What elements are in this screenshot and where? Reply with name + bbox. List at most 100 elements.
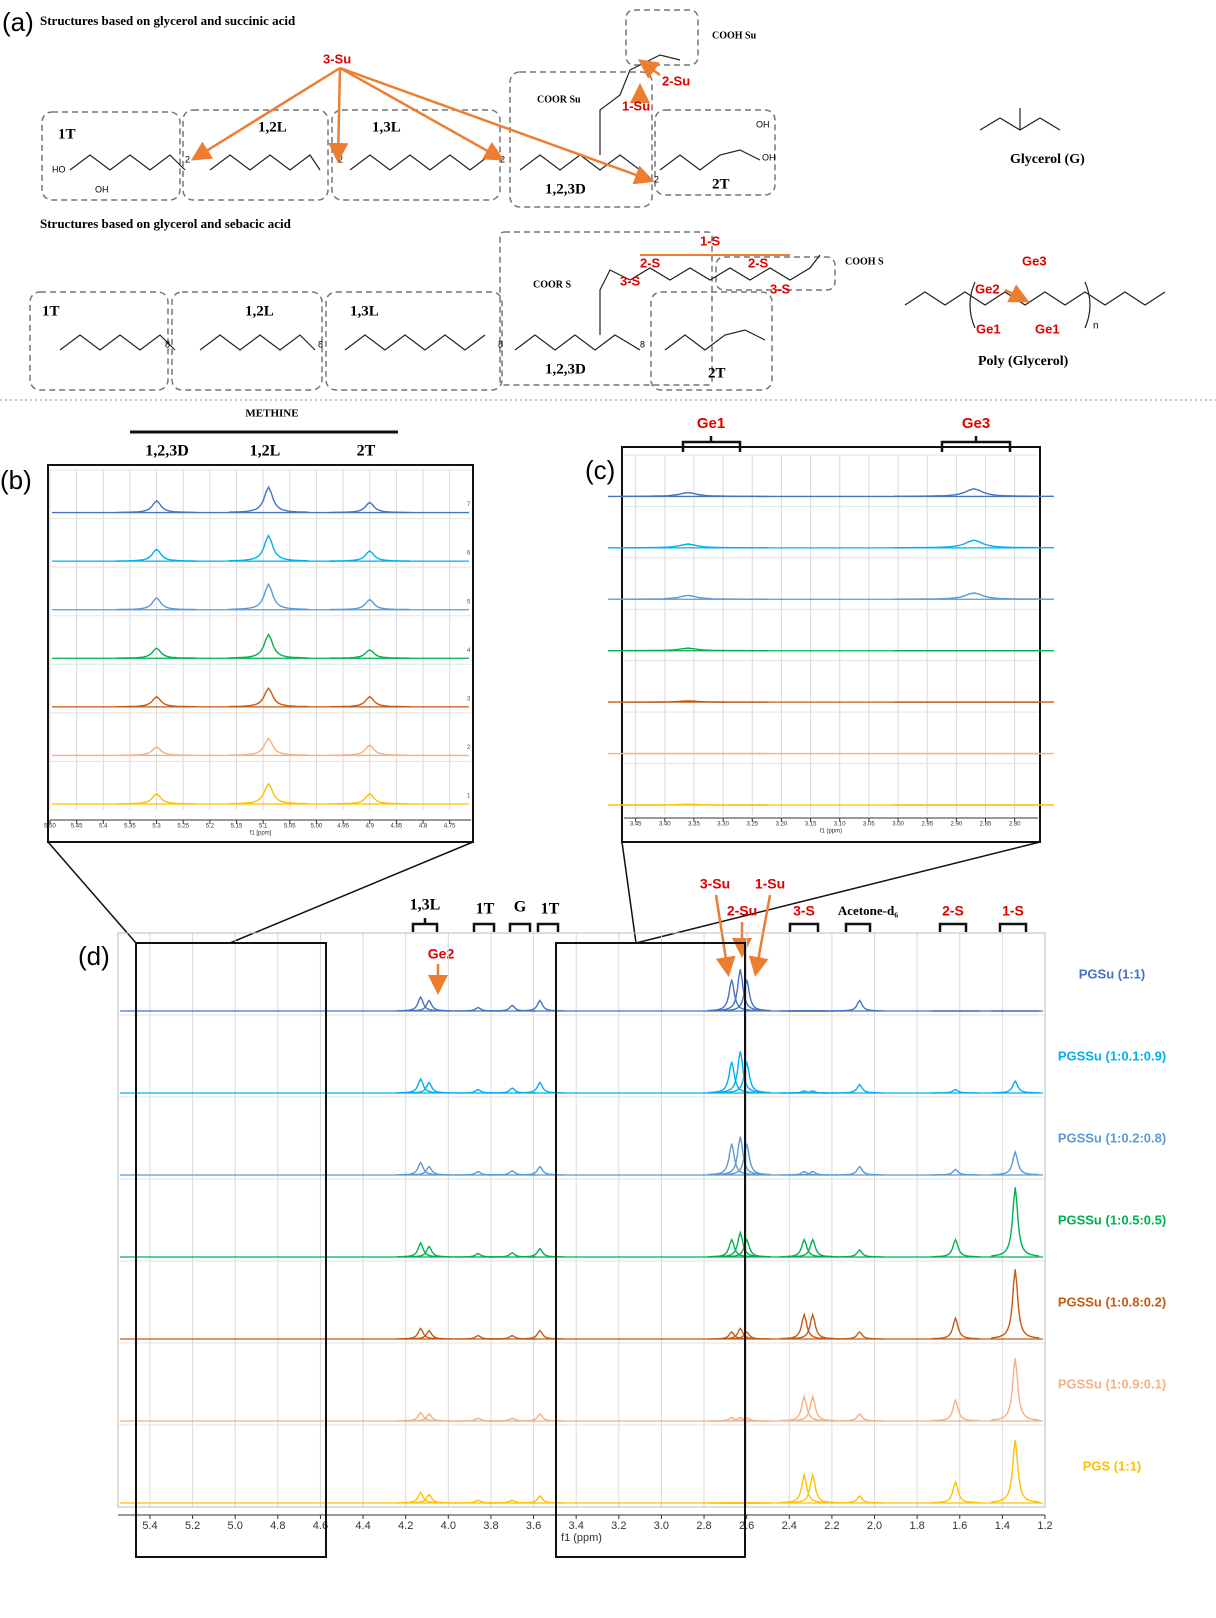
peak xyxy=(991,1149,1040,1176)
x-tick-label: 5.3 xyxy=(152,824,161,830)
x-tick-label: 5.50 xyxy=(44,824,56,830)
molecule-name: Glycerol (G) xyxy=(1010,152,1085,167)
chain xyxy=(664,329,766,351)
peak xyxy=(931,1237,980,1258)
segment-label: 2T xyxy=(712,176,730,192)
peak xyxy=(405,999,454,1012)
segment-box xyxy=(509,71,653,208)
segment-label: 2T xyxy=(708,365,726,381)
row-label: 7 xyxy=(467,502,471,508)
x-tick-label: 3.45 xyxy=(630,822,642,828)
peak xyxy=(835,1083,884,1094)
x-tick-label: 1.2 xyxy=(1037,1520,1052,1532)
chain xyxy=(199,334,316,351)
peak xyxy=(329,792,410,805)
x-tick-label: 3.35 xyxy=(688,822,700,828)
zoom-line xyxy=(635,841,1041,944)
x-tick-label: 4.85 xyxy=(391,824,403,830)
zoom-box xyxy=(135,942,327,1558)
peak xyxy=(707,979,756,1012)
assignment-label: 1-S xyxy=(700,233,721,248)
x-tick-label: 5.1 xyxy=(259,824,268,830)
x-tick-label: 3.10 xyxy=(834,822,846,828)
peak xyxy=(228,534,309,562)
peak xyxy=(396,1327,445,1340)
subscript: n xyxy=(1093,321,1099,332)
x-tick-label: 2.90 xyxy=(951,822,963,828)
x-tick-label: 2.0 xyxy=(867,1520,882,1532)
peak xyxy=(405,1165,454,1176)
panel-frame xyxy=(621,446,1041,843)
assignment-label: Ge2 xyxy=(975,281,1000,296)
x-tick-label: 5.00 xyxy=(311,824,323,830)
row-label: 1 xyxy=(467,794,471,800)
group-label: COOR Su xyxy=(537,94,581,105)
peak-label: 1,2L xyxy=(250,443,281,460)
peak xyxy=(228,485,309,513)
peak xyxy=(608,543,769,549)
series-label: PGSSu (1:0.1:0.9) xyxy=(1058,1048,1166,1063)
segment-label: 1T xyxy=(58,126,76,142)
group-label: COOR S xyxy=(533,279,572,290)
x-tick-label: 2.85 xyxy=(980,822,992,828)
peak-label: 2-S xyxy=(942,903,964,919)
x-tick-label: 3.05 xyxy=(863,822,875,828)
subscript: 2 xyxy=(500,154,505,164)
peak-label: 1T xyxy=(476,901,495,918)
peak-label: 2-Su xyxy=(727,903,757,919)
x-tick-label: 5.4 xyxy=(142,1520,157,1532)
x-tick-label: 3.8 xyxy=(483,1520,498,1532)
brace xyxy=(411,918,439,932)
assignment-label: Ge3 xyxy=(1022,253,1047,268)
peak xyxy=(405,1081,454,1094)
peak-label: 2T xyxy=(357,443,376,460)
peak xyxy=(329,598,410,611)
brace xyxy=(940,436,1012,452)
chain xyxy=(519,154,641,171)
subscript: 8 xyxy=(640,339,645,349)
segment-label: 1,2,3D xyxy=(545,181,586,197)
assignment-label: 2-S xyxy=(640,255,661,270)
pointer xyxy=(190,66,341,161)
peak xyxy=(780,1394,829,1422)
peak xyxy=(722,979,771,1012)
series-label: PGSu (1:1) xyxy=(1079,966,1145,981)
peak xyxy=(893,487,1054,497)
segment-label: 1,3L xyxy=(372,119,401,135)
zoom-line xyxy=(621,841,637,944)
segment-box xyxy=(654,109,776,196)
assignment-label: Ge1 xyxy=(976,321,1001,336)
group-title: METHINE xyxy=(245,408,298,420)
pointer xyxy=(1004,284,1030,303)
x-tick-label: 3.0 xyxy=(654,1520,669,1532)
subscript: 8 xyxy=(165,339,170,349)
peak xyxy=(788,1237,837,1258)
peak xyxy=(835,1331,884,1340)
x-tick-label: 3.15 xyxy=(805,822,817,828)
peak xyxy=(228,582,309,610)
x-tick-label: 3.00 xyxy=(892,822,904,828)
peak xyxy=(116,695,197,708)
peak xyxy=(228,737,309,756)
peak-label: Acetone-d₆ xyxy=(838,903,898,918)
peak xyxy=(893,592,1054,600)
peak-label: 1T xyxy=(541,901,560,918)
peak xyxy=(991,1079,1040,1094)
peak xyxy=(608,491,769,498)
segment-box xyxy=(715,256,836,291)
x-tick-label: 4.6 xyxy=(313,1520,328,1532)
peak xyxy=(405,1413,454,1422)
peak-label: 3-S xyxy=(793,903,815,919)
x-tick-label: 5.4 xyxy=(99,824,108,830)
assignment-label: 3-Su xyxy=(323,51,351,66)
assignment-label: 1-Su xyxy=(622,98,650,113)
peak xyxy=(931,1168,980,1176)
x-tick-label: 5.45 xyxy=(71,824,83,830)
peak xyxy=(405,1493,454,1504)
x-tick-label: 2.4 xyxy=(782,1520,797,1532)
x-axis-label: f1 (ppm) xyxy=(561,1532,602,1544)
peak xyxy=(722,1237,771,1258)
peak-label: Ge3 xyxy=(962,415,990,432)
pointer xyxy=(339,66,505,161)
peak xyxy=(608,647,769,652)
